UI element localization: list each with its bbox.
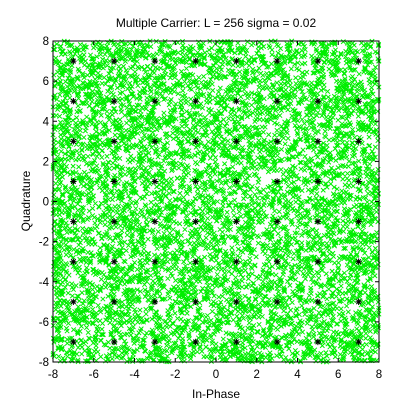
- x-tick-label: 2: [254, 369, 260, 381]
- x-tick-label: 0: [213, 369, 219, 381]
- constellation-point: [355, 218, 362, 225]
- constellation-point: [355, 258, 362, 265]
- constellation-point: [314, 338, 322, 346]
- y-tick-label: 6: [43, 76, 49, 88]
- constellation-point: [192, 218, 199, 225]
- constellation-point: [151, 338, 159, 346]
- constellation-point: [70, 258, 77, 265]
- constellation-point: [355, 97, 362, 105]
- constellation-point: [273, 97, 281, 105]
- constellation-point: [314, 138, 322, 145]
- constellation-point: [273, 218, 281, 225]
- constellation-point: [151, 138, 159, 145]
- x-tick-label: 4: [294, 369, 301, 381]
- constellation-point: [273, 57, 281, 65]
- constellation-point: [192, 258, 199, 265]
- constellation-point: [110, 97, 118, 105]
- constellation-point: [70, 57, 77, 65]
- chart-title: Multiple Carrier: L = 256 sigma = 0.02: [116, 16, 317, 30]
- constellation-point: [314, 298, 322, 306]
- ideal-constellation-points: [70, 57, 362, 346]
- x-tick-label: -8: [48, 369, 58, 381]
- y-tick-label: 4: [43, 116, 50, 128]
- constellation-point: [273, 138, 281, 145]
- constellation-point: [192, 178, 199, 185]
- constellation-point: [110, 218, 118, 225]
- constellation-point: [110, 57, 118, 65]
- y-tick-label: 2: [43, 156, 49, 168]
- constellation-point: [355, 338, 362, 346]
- constellation-point: [110, 258, 118, 265]
- constellation-point: [233, 138, 240, 145]
- constellation-point: [110, 138, 118, 145]
- constellation-point: [314, 57, 322, 65]
- constellation-point: [151, 97, 159, 105]
- constellation-point: [70, 97, 77, 105]
- constellation-point: [192, 57, 199, 65]
- constellation-point: [110, 298, 118, 306]
- constellation-point: [314, 218, 322, 225]
- x-tick-label: -2: [170, 369, 180, 381]
- constellation-point: [151, 218, 159, 225]
- constellation-point: [273, 298, 281, 306]
- y-axis-label: Quadrature: [19, 170, 33, 231]
- x-tick-label: -6: [89, 369, 99, 381]
- constellation-point: [70, 338, 77, 346]
- constellation-point: [70, 138, 77, 145]
- x-tick-label: -4: [129, 369, 140, 381]
- noise-markers: [50, 38, 382, 365]
- constellation-point: [314, 258, 322, 265]
- constellation-point: [314, 97, 322, 105]
- constellation-point: [151, 57, 159, 65]
- constellation-point: [151, 178, 159, 185]
- constellation-point: [355, 57, 362, 65]
- constellation-point: [192, 138, 199, 145]
- constellation-point: [233, 218, 240, 225]
- constellation-point: [273, 178, 281, 185]
- constellation-point: [233, 338, 240, 346]
- y-tick-label: -4: [39, 277, 50, 289]
- constellation-point: [70, 178, 77, 185]
- constellation-point: [192, 97, 199, 105]
- constellation-point: [151, 258, 159, 265]
- constellation-point: [355, 178, 362, 185]
- constellation-point: [151, 298, 159, 306]
- constellation-point: [192, 298, 199, 306]
- y-tick-label: -2: [39, 237, 49, 249]
- constellation-point: [314, 178, 322, 185]
- noise-points: [50, 38, 382, 365]
- constellation-point: [355, 298, 362, 306]
- constellation-point: [70, 298, 77, 306]
- x-tick-label: 8: [376, 369, 382, 381]
- constellation-point: [273, 338, 281, 346]
- constellation-point: [273, 258, 281, 265]
- y-tick-label: 0: [43, 197, 49, 209]
- y-tick-label: -6: [39, 317, 49, 329]
- constellation-point: [233, 178, 240, 185]
- constellation-point: [70, 218, 77, 225]
- constellation-point: [233, 258, 240, 265]
- constellation-point: [355, 138, 362, 145]
- constellation-point: [110, 178, 118, 185]
- constellation-point: [192, 338, 199, 346]
- constellation-point: [233, 57, 240, 65]
- constellation-point: [233, 97, 240, 105]
- x-tick-label: 6: [335, 369, 341, 381]
- constellation-point: [233, 298, 240, 306]
- y-tick-label: -8: [39, 357, 49, 369]
- y-tick-label: 8: [43, 36, 49, 48]
- axis-ticks: -8 -6 -4 -2 0 2 4 6 8 -8 -6 -4 -2 0 2 4 6 8: [39, 36, 382, 381]
- x-axis-label: In-Phase: [192, 387, 240, 401]
- constellation-point: [110, 338, 118, 346]
